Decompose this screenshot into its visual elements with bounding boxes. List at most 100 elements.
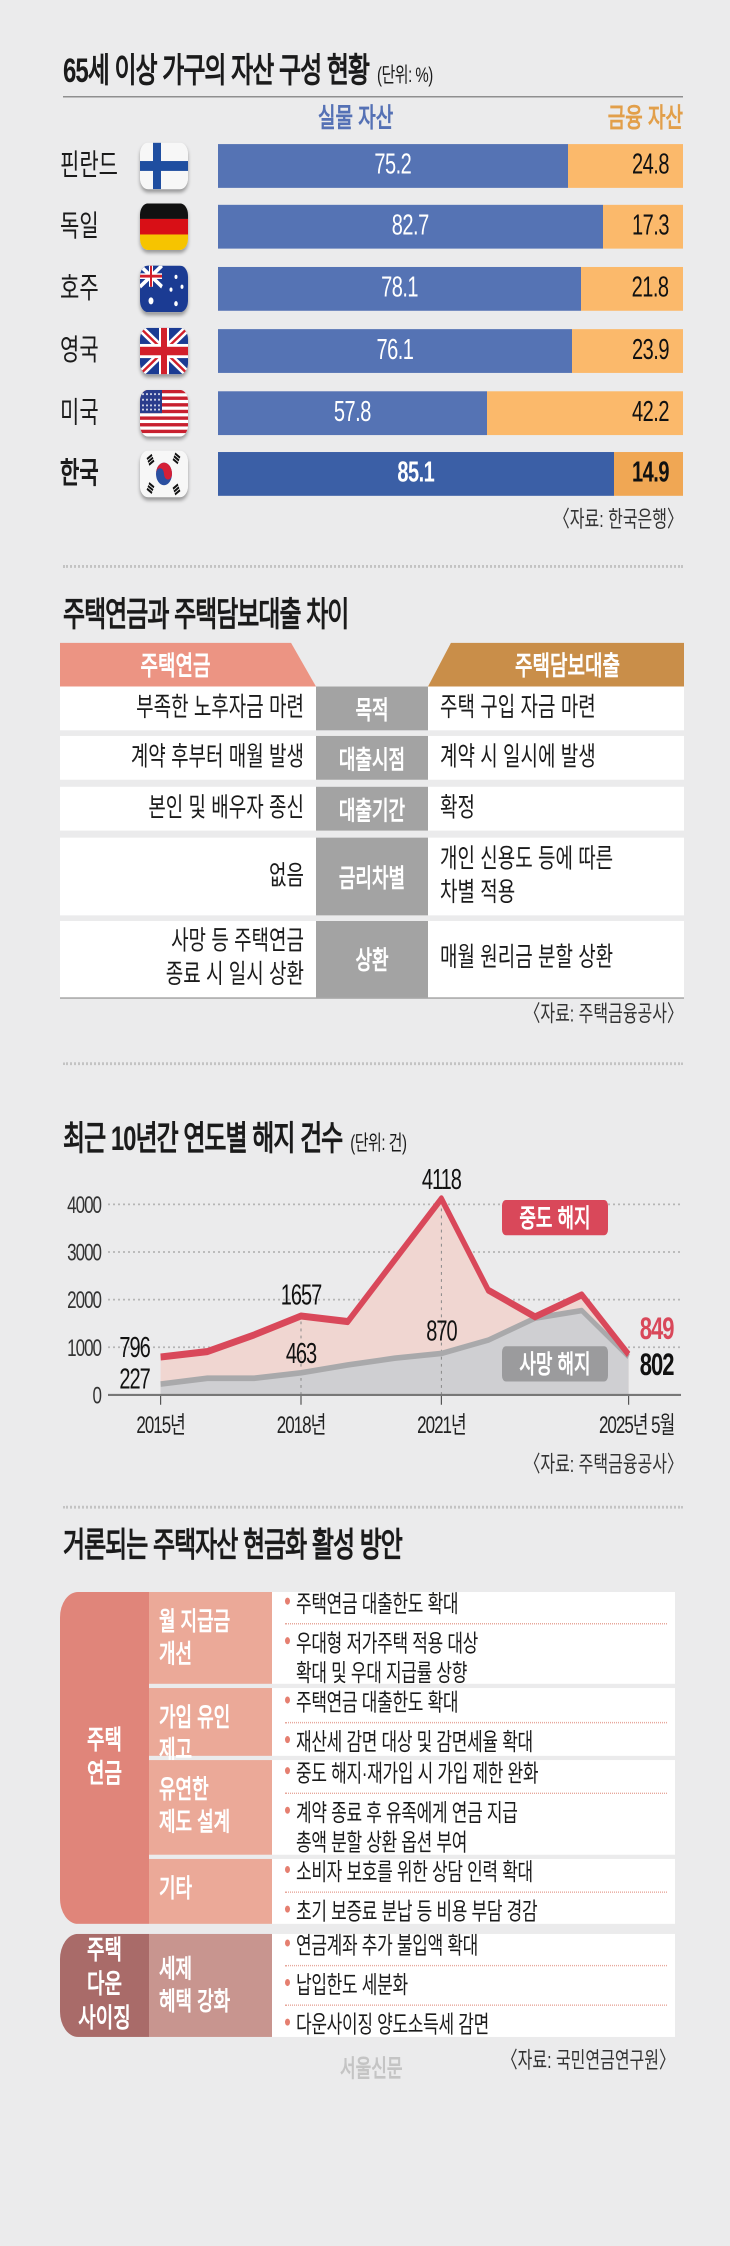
bullet-icon — [285, 2018, 290, 2026]
bullet-icon — [285, 1766, 290, 1774]
pension-cell: 계약 후부터 매월 발생 — [60, 735, 316, 780]
pension-cell: 사망 등 주택연금 종료 시 일시 상환 — [60, 921, 316, 998]
policy-row: 세제 혜택 강화 연금계좌 추가 불입액 확대 납입한도 세분화 다운사이징 양도소득… — [149, 1933, 675, 2037]
compare-row: 없음 금리차별 개인 신용도 등에 따른 차별 적용 — [60, 837, 684, 916]
stacked-bar: 78.1 21.8 — [218, 267, 683, 312]
asset-chart-title: 65세 이상 가구의 자산 구성 현황 (단위: %) — [63, 52, 433, 96]
y-tick-label: 3000 — [67, 1240, 101, 1267]
policy-item: 납입한도 세분화 — [285, 1964, 667, 2005]
policy-item: 우대형 저가주택 적용 대상 확대 및 우대 지급률 상향 — [285, 1622, 667, 1691]
bullet-icon — [285, 1735, 290, 1743]
finland-flag-icon — [140, 141, 188, 189]
bar-real-asset: 82.7 — [218, 205, 603, 250]
compare-title: 주택연금과 주택담보대출 차이 — [63, 596, 349, 635]
death-termination-line — [160, 1307, 630, 1387]
germany-flag-icon — [140, 203, 188, 251]
death-termination-legend: 사망 해지 — [519, 1350, 590, 1379]
title-rule — [63, 96, 683, 98]
data-label: 4118 — [422, 1165, 461, 1196]
mortgage-cell: 매월 원리금 분할 상환 — [428, 921, 684, 998]
country-label: 영국 — [60, 335, 99, 368]
y-tick-label: 1000 — [67, 1335, 101, 1362]
compare-row: 본인 및 배우자 종신 대출기간 확정 — [60, 786, 684, 831]
bar-financial-asset: 21.8 — [581, 267, 683, 312]
section-divider — [63, 565, 683, 568]
country-label: 호주 — [60, 273, 99, 306]
policy-item-text: 계약 종료 후 유족에게 연금 지급 총액 분할 상환 옵션 부여 — [296, 1798, 518, 1856]
data-label: 227 — [119, 1364, 150, 1395]
policy-item: 주택연금 대출한도 확대 — [285, 1683, 667, 1721]
pension-header-bg — [60, 642, 316, 687]
mortgage-cell: 계약 시 일시에 발생 — [428, 735, 684, 780]
pension-cell: 부족한 노후자금 마련 — [60, 686, 316, 731]
y-tick-label: 0 — [93, 1383, 102, 1410]
asset-chart-source: 〈자료: 한국은행〉 — [553, 508, 683, 533]
policy-item-text: 납입한도 세분화 — [296, 1971, 408, 1999]
termination-line-chart: 0 1000 2000 3000 4000 2015년 2018년 2021년 2025년 5월… — [67, 1165, 681, 1439]
pension-cell: 본인 및 배우자 종신 — [60, 786, 316, 831]
bullet-icon — [285, 1904, 290, 1912]
row-label: 대출시점 — [316, 735, 428, 780]
policy-category: 주택 다운 사이징 — [60, 1933, 149, 2037]
pension-header: 주택연금 — [140, 651, 211, 682]
policy-block: 주택 다운 사이징 세제 혜택 강화 연금계좌 추가 불입액 확대 납입한도 세분화 다… — [60, 1933, 675, 2037]
mortgage-cell: 확정 — [428, 786, 684, 831]
stacked-bar: 57.8 42.2 — [218, 391, 683, 436]
seoul-shinmun-logo: 서울신문 — [340, 2055, 403, 2083]
mortgage-header-bg — [428, 642, 684, 687]
bar-row-5: 한국 85.1 14.9 — [0, 450, 730, 498]
early-termination-line — [160, 1195, 631, 1361]
row-label: 대출기간 — [316, 786, 428, 831]
row-label: 금리차별 — [316, 837, 428, 916]
mortgage-cell: 주택 구입 자금 마련 — [428, 686, 684, 731]
policy-item-text: 소비자 보호를 위한 상담 인력 확대 — [296, 1858, 533, 1886]
bullet-icon — [285, 1979, 290, 1987]
policy-item: 계약 종료 후 유족에게 연금 지급 총액 분할 상환 옵션 부여 — [285, 1791, 667, 1861]
bar-real-asset: 75.2 — [218, 143, 568, 188]
stacked-bar: 85.1 14.9 — [218, 452, 683, 496]
compare-row: 사망 등 주택연금 종료 시 일시 상환 상환 매월 원리금 분할 상환 — [60, 921, 684, 999]
usa-flag-icon — [140, 390, 188, 437]
policy-item: 주택연금 대출한도 확대 — [285, 1592, 667, 1622]
policy-item-text: 초기 보증료 분납 등 비용 부담 경감 — [296, 1897, 538, 1924]
row-label: 목적 — [316, 686, 428, 731]
bar-row-2: 호주 78.1 21.8 — [0, 265, 730, 313]
asset-chart-unit: (단위: %) — [377, 63, 433, 88]
policy-item: 소비자 보호를 위한 상담 인력 확대 — [285, 1853, 667, 1891]
bullet-icon — [285, 1805, 290, 1814]
country-label: 독일 — [60, 211, 99, 244]
bar-real-asset: 78.1 — [218, 267, 582, 312]
data-label: 1657 — [281, 1280, 322, 1311]
bullet-icon — [285, 1596, 290, 1604]
policy-subcategory: 세제 혜택 강화 — [149, 1933, 272, 2037]
policy-subcategory: 가입 유인 제고 — [149, 1688, 272, 1764]
section-divider — [63, 1505, 683, 1509]
policy-row: 유연한 제도 설계 중도 해지·재가입 시 가입 제한 완화 계약 종료 후 유족에… — [149, 1759, 675, 1855]
bar-row-1: 독일 82.7 17.3 — [0, 203, 730, 251]
bar-financial-asset: 14.9 — [613, 452, 683, 496]
data-label: 463 — [286, 1339, 317, 1370]
data-label: 802 — [640, 1347, 674, 1382]
policy-item: 초기 보증료 분납 등 비용 부담 경감 — [285, 1890, 667, 1924]
compare-row: 계약 후부터 매월 발생 대출시점 계약 시 일시에 발생 — [60, 735, 684, 780]
policy-item: 재산세 감면 대상 및 감면세율 확대 — [285, 1721, 667, 1761]
early-termination-legend-box — [502, 1199, 608, 1236]
policy-row: 기타 소비자 보호를 위한 상담 인력 확대 초기 보증료 분납 등 비용 부담 경… — [149, 1858, 675, 1924]
x-tick-label: 2015년 — [136, 1412, 184, 1439]
policy-item-text: 주택연금 대출한도 확대 — [296, 1591, 459, 1617]
bullet-icon — [285, 1939, 290, 1947]
termination-chart-title-text: 최근 10년간 연도별 해지 건수 — [63, 1120, 343, 1159]
mortgage-header: 주택담보대출 — [515, 651, 620, 682]
policy-item-text: 우대형 저가주택 적용 대상 확대 및 우대 지급률 상향 — [296, 1629, 479, 1686]
y-tick-label: 2000 — [67, 1287, 101, 1314]
bar-financial-asset: 42.2 — [486, 391, 683, 436]
policy-subcategory: 월 지급금 개선 — [149, 1591, 272, 1684]
bar-row-3: 영국 76.1 23.9 — [0, 327, 730, 375]
death-termination-legend-box — [502, 1346, 608, 1382]
early-termination-legend: 중도 해지 — [519, 1204, 590, 1233]
country-label: 핀란드 — [60, 149, 118, 182]
pension-cell: 없음 — [60, 837, 316, 916]
policy-row: 가입 유인 제고 주택연금 대출한도 확대 재산세 감면 대상 및 감면세율 확대 — [149, 1688, 675, 1764]
